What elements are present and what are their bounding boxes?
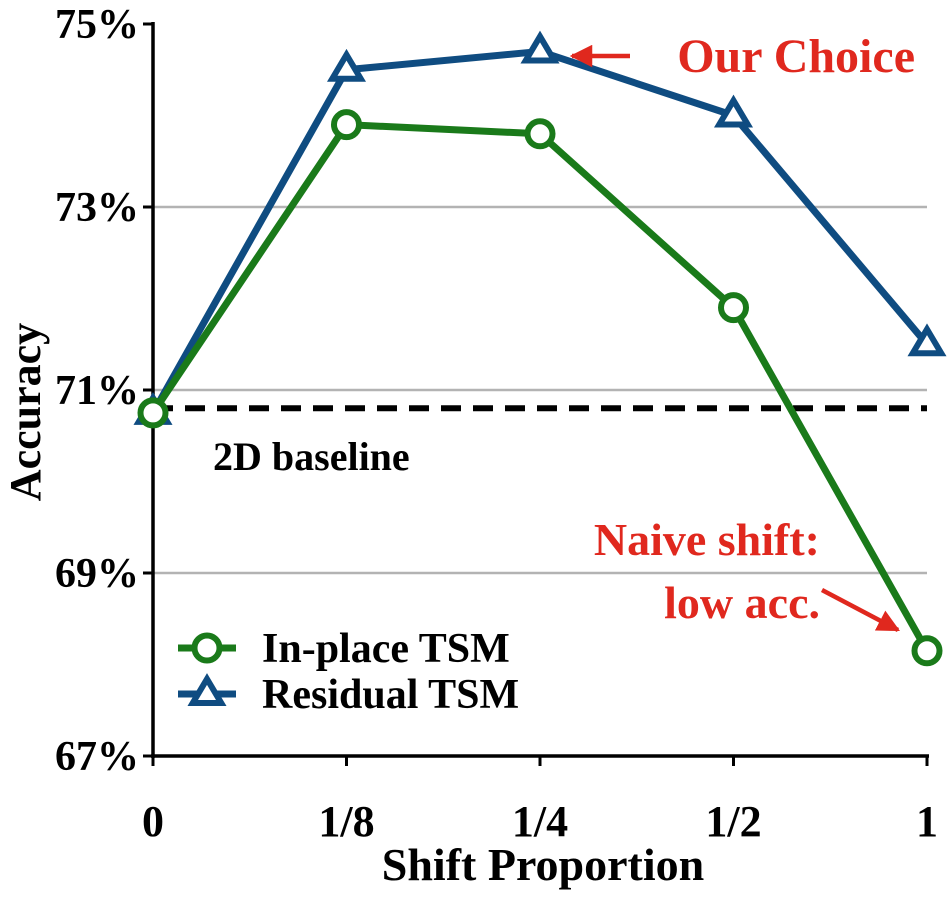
x-tick-label: 1/2 bbox=[705, 797, 761, 846]
annotation-arrow bbox=[820, 588, 900, 632]
y-tick-label: 75% bbox=[55, 2, 139, 48]
data-point-circle bbox=[524, 118, 556, 150]
y-tick-label: 73% bbox=[55, 185, 139, 231]
x-tick-label: 1/4 bbox=[512, 797, 568, 846]
annotation-naive-shift: Naive shift: bbox=[594, 514, 820, 565]
y-tick-label: 69% bbox=[55, 551, 139, 597]
data-point-triangle bbox=[326, 48, 367, 82]
x-tick-label: 1 bbox=[916, 797, 938, 846]
data-point-triangle bbox=[907, 323, 947, 357]
data-point-triangle bbox=[520, 30, 560, 64]
x-tick-label: 1/8 bbox=[318, 797, 374, 846]
annotation-our-choice: Our Choice bbox=[677, 30, 915, 83]
data-point-circle bbox=[137, 397, 169, 429]
series-residual-tsm bbox=[133, 30, 947, 425]
baseline-label: 2D baseline bbox=[213, 434, 410, 479]
axes: 67% 69% 71% 73% 75% 0 1/8 1/4 1/2 1 Shift Proporti… bbox=[1, 2, 938, 890]
annotations: Our Choice Naive shift: low acc. bbox=[569, 30, 915, 632]
legend-label: Residual TSM bbox=[262, 672, 519, 718]
gridlines bbox=[153, 205, 927, 575]
y-tick-label: 67% bbox=[55, 734, 139, 780]
data-point-triangle bbox=[187, 673, 227, 706]
annotation-low-acc: low acc. bbox=[664, 577, 820, 628]
legend-label: In-place TSM bbox=[262, 626, 510, 672]
series-line bbox=[149, 47, 930, 415]
data-point-triangle bbox=[713, 94, 754, 128]
data-point-circle bbox=[911, 635, 943, 667]
data-point-circle bbox=[718, 292, 749, 324]
data-point-circle bbox=[331, 109, 362, 141]
x-axis-title: Shift Proportion bbox=[382, 839, 704, 890]
y-tick-label: 71% bbox=[55, 368, 139, 414]
data-point-circle bbox=[191, 632, 223, 664]
legend-item: In-place TSM bbox=[178, 626, 510, 672]
legend-item: Residual TSM bbox=[178, 672, 519, 718]
x-tick-label: 0 bbox=[142, 797, 164, 846]
baseline: 2D baseline bbox=[153, 405, 927, 479]
y-axis-title: Accuracy bbox=[1, 323, 50, 501]
series bbox=[133, 30, 947, 667]
series-in-place-tsm bbox=[137, 109, 943, 667]
